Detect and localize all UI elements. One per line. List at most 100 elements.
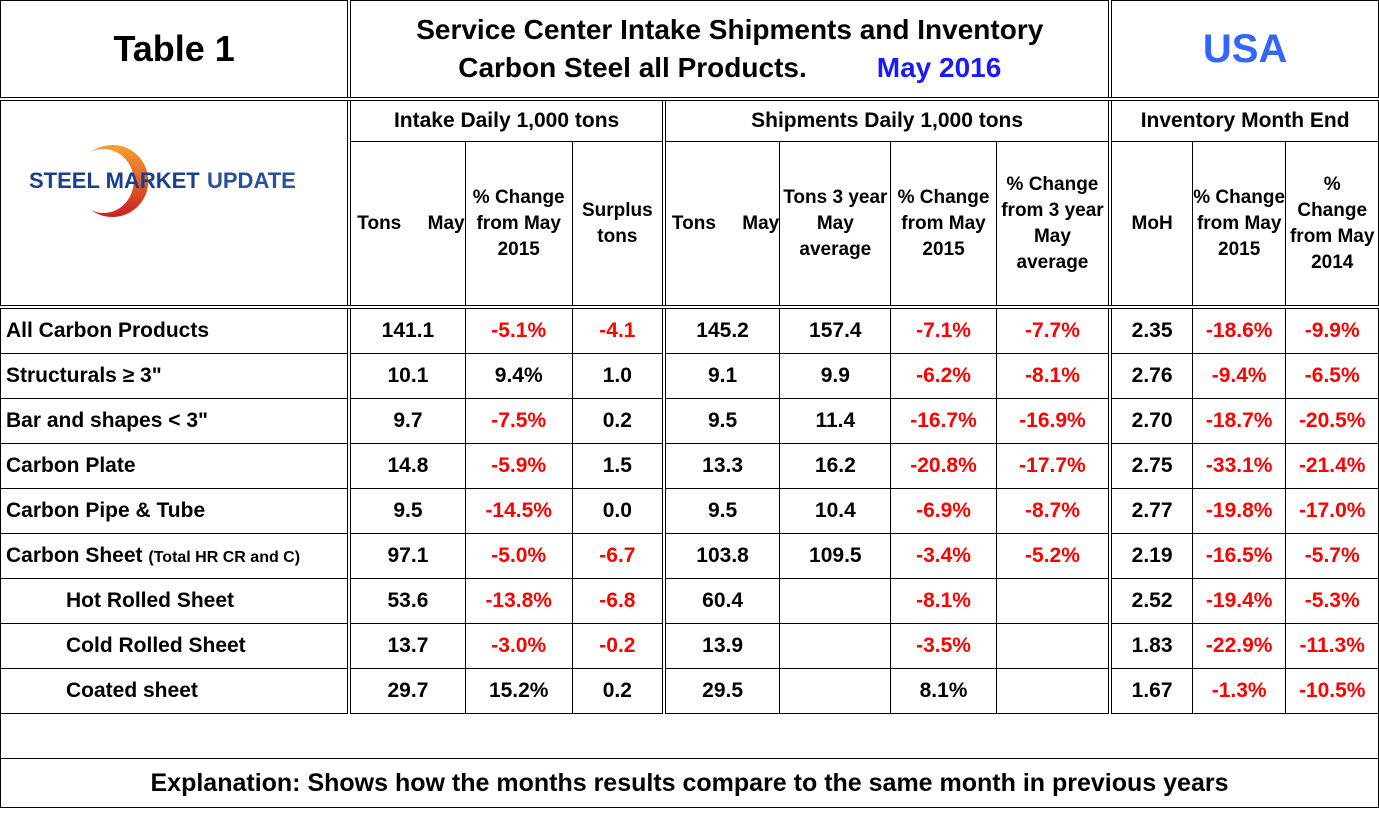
table-cell: 29.5 [661, 668, 781, 714]
table-cell: 10.1 [347, 353, 466, 399]
row-label-note: (Total HR CR and C) [148, 549, 301, 566]
table-cell: -7.1% [890, 306, 997, 354]
col-surplus: Surplus tons [571, 141, 665, 309]
table-cell: 0.0 [571, 488, 665, 534]
table-row: Hot Rolled Sheet 53.6 -13.8% -6.8 60.4 -8.1% 2… [0, 578, 1379, 624]
row-label: Cold Rolled Sheet [0, 623, 350, 669]
table-cell: -5.9% [464, 443, 573, 489]
row-label: Coated sheet [0, 668, 350, 714]
table-cell: -1.3% [1191, 668, 1287, 714]
table-cell [995, 668, 1111, 714]
table-cell: 141.1 [347, 306, 466, 354]
table-cell: -16.5% [1191, 533, 1287, 579]
group-inventory: Inventory Month End [1108, 98, 1379, 142]
col-intake-tons: Tons May [347, 141, 466, 309]
col-ship-pct3: % Change from 3 year May average [995, 141, 1111, 309]
table-cell [779, 623, 892, 669]
table-cell: -11.3% [1285, 623, 1379, 669]
table-row: All Carbon Products 141.1 -5.1% -4.1 145.2 15… [0, 306, 1379, 354]
row-label: Bar and shapes < 3" [0, 398, 350, 444]
table-cell: -19.4% [1191, 578, 1287, 624]
table-cell: -4.1 [571, 306, 665, 354]
table-cell: -10.5% [1285, 668, 1379, 714]
table-cell: -6.5% [1285, 353, 1379, 399]
table-cell: -21.4% [1285, 443, 1379, 489]
row-label: All Carbon Products [0, 306, 350, 354]
table-cell: -6.8 [571, 578, 665, 624]
row-label-text: Bar and shapes < 3" [6, 409, 208, 432]
table-cell: 2.77 [1108, 488, 1193, 534]
table-label: Table 1 [0, 0, 350, 101]
row-label: Carbon Plate [0, 443, 350, 489]
table-cell: 145.2 [661, 306, 781, 354]
table-cell: -3.5% [890, 623, 997, 669]
table-cell: 13.7 [347, 623, 466, 669]
row-label-text: Cold Rolled Sheet [66, 634, 246, 657]
table-cell: -8.7% [995, 488, 1111, 534]
table-cell: -9.9% [1285, 306, 1379, 354]
table-cell: 2.35 [1108, 306, 1193, 354]
table-cell: -6.9% [890, 488, 997, 534]
table-cell: 11.4 [779, 398, 892, 444]
table-cell: 9.5 [347, 488, 466, 534]
table-cell: -22.9% [1191, 623, 1287, 669]
table-cell: -18.7% [1191, 398, 1287, 444]
table-cell: 15.2% [464, 668, 573, 714]
col-inv-pct14: % Change from May 2014 [1285, 141, 1379, 309]
table-cell: 1.83 [1108, 623, 1193, 669]
table-cell: -8.1% [890, 578, 997, 624]
logo-arc-icon: STEEL MARKET UPDATE [29, 145, 296, 217]
col-ship-tons: Tons May [661, 141, 781, 309]
row-label: Carbon Sheet (Total HR CR and C) [0, 533, 350, 579]
table-cell: 8.1% [890, 668, 997, 714]
table-cell: 9.1 [661, 353, 781, 399]
blank-row [0, 713, 1379, 759]
row-label-text: All Carbon Products [6, 319, 210, 342]
table-cell: -5.7% [1285, 533, 1379, 579]
table-cell: -5.3% [1285, 578, 1379, 624]
table-cell: 60.4 [661, 578, 781, 624]
table-cell: 1.67 [1108, 668, 1193, 714]
table-cell: -20.5% [1285, 398, 1379, 444]
table-cell: -6.7 [571, 533, 665, 579]
table-cell: 14.8 [347, 443, 466, 489]
table-cell: -13.8% [464, 578, 573, 624]
table-cell: -0.2 [571, 623, 665, 669]
col-ship-3yr: Tons 3 year May average [779, 141, 892, 309]
table-cell: 9.5 [661, 398, 781, 444]
table-cell [779, 668, 892, 714]
col-ship-pct: % Change from May 2015 [890, 141, 997, 309]
row-label: Carbon Pipe & Tube [0, 488, 350, 534]
col-inv-pct15: % Change from May 2015 [1191, 141, 1287, 309]
table-cell: 9.4% [464, 353, 573, 399]
table-cell: -19.8% [1191, 488, 1287, 534]
group-shipments: Shipments Daily 1,000 tons [661, 98, 1111, 142]
table-cell: -8.1% [995, 353, 1111, 399]
table-cell: -33.1% [1191, 443, 1287, 489]
group-intake: Intake Daily 1,000 tons [347, 98, 665, 142]
table-cell: 2.76 [1108, 353, 1193, 399]
svg-text:STEEL MARKET: STEEL MARKET [29, 168, 200, 193]
table-cell [779, 578, 892, 624]
steel-market-update-logo: STEEL MARKET UPDATE [1, 100, 347, 279]
title-product: Carbon Steel all Products. [458, 52, 807, 83]
table-cell: -5.1% [464, 306, 573, 354]
table-title: Service Center Intake Shipments and Inve… [347, 0, 1111, 101]
table-cell: 9.7 [347, 398, 466, 444]
table-cell: -17.0% [1285, 488, 1379, 534]
table-row: Bar and shapes < 3" 9.7 -7.5% 0.2 9.5 11.4 -16… [0, 398, 1379, 444]
explanation: Explanation: Shows how the months result… [0, 758, 1379, 808]
row-label-text: Coated sheet [66, 679, 198, 702]
row-label-text: Carbon Plate [6, 454, 136, 477]
table-cell: 2.19 [1108, 533, 1193, 579]
table-row: Carbon Pipe & Tube 9.5 -14.5% 0.0 9.5 10.4 -6.… [0, 488, 1379, 534]
table-cell: 53.6 [347, 578, 466, 624]
table-cell: -7.5% [464, 398, 573, 444]
table-row: Coated sheet 29.7 15.2% 0.2 29.5 8.1% 1.67 -1.3… [0, 668, 1379, 714]
table-cell: -16.9% [995, 398, 1111, 444]
col-intake-pct: % Change from May 2015 [464, 141, 573, 309]
row-label: Hot Rolled Sheet [0, 578, 350, 624]
table-cell: -9.4% [1191, 353, 1287, 399]
title-line-2: Carbon Steel all Products. May 2016 [353, 49, 1108, 87]
